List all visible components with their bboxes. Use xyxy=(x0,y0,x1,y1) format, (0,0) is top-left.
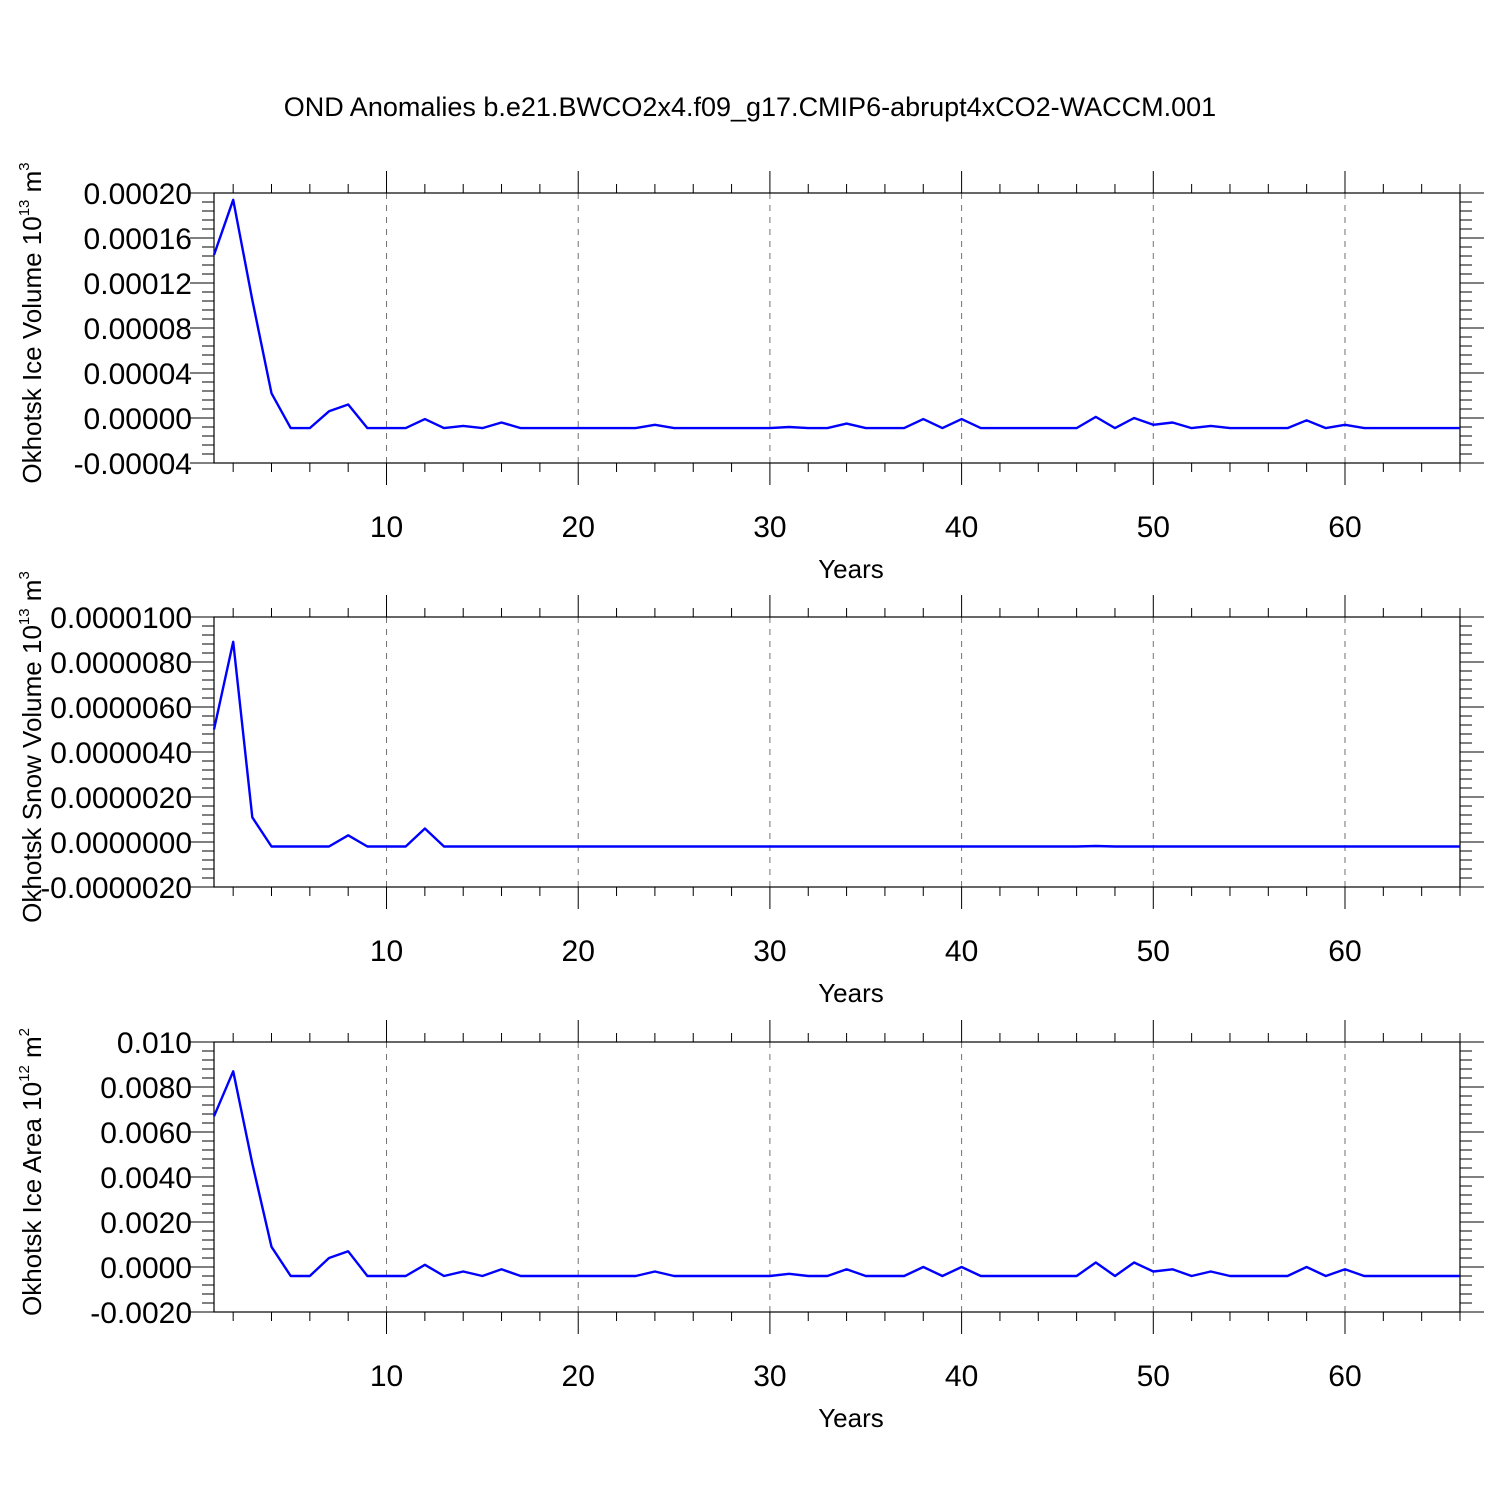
y-axis-label-unit-exponent: 3 xyxy=(16,162,33,170)
y-tick-label: 0.00000 xyxy=(84,403,192,436)
y-axis-label-unit-exponent: 2 xyxy=(16,1028,33,1036)
y-axis-label-unit: m xyxy=(17,171,47,200)
x-tick-label: 20 xyxy=(562,1360,595,1393)
series-line xyxy=(212,640,1460,848)
x-tick-label: 10 xyxy=(370,511,403,544)
series-line xyxy=(212,1070,1460,1278)
y-tick-label: 0.00004 xyxy=(84,358,192,391)
y-axis-label-unit: m xyxy=(17,580,47,609)
x-tick-label: 50 xyxy=(1137,511,1170,544)
y-axis-label-main: Okhotsk Snow Volume 10 xyxy=(17,625,47,923)
y-tick-label: 0.00012 xyxy=(84,268,192,301)
y-tick-label: 0.00008 xyxy=(84,313,192,346)
chart-panel-1: 10 20 30 40 50 60 -0.00004 0.00000 0.00004 0.0000… xyxy=(16,162,1484,584)
y-tick-label: 0.0080 xyxy=(100,1072,192,1105)
x-tick-label: 50 xyxy=(1137,935,1170,968)
chart-panel-2: 10 20 30 40 50 60 -0.0000020 0.0000000 0.0000020… xyxy=(16,571,1484,1008)
y-tick-label: -0.0020 xyxy=(90,1297,192,1330)
y-axis-label: Okhotsk Snow Volume 1013 m3 xyxy=(16,571,47,923)
y-tick-label: 0.0020 xyxy=(100,1207,192,1240)
x-tick-label: 40 xyxy=(945,935,978,968)
y-axis-label-unit: m xyxy=(17,1036,47,1065)
x-tick-label: 60 xyxy=(1328,935,1361,968)
y-axis-label-main: Okhotsk Ice Volume 10 xyxy=(17,216,47,483)
x-tick-label: 60 xyxy=(1328,511,1361,544)
y-axis-label-exponent: 12 xyxy=(16,1065,33,1082)
y-tick-label: 0.00016 xyxy=(84,223,192,256)
y-tick-label: 0.0000 xyxy=(100,1252,192,1285)
y-tick-label: 0.0060 xyxy=(100,1117,192,1150)
plot-frame xyxy=(213,192,1461,464)
x-tick-label: 30 xyxy=(753,511,786,544)
x-tick-label: 50 xyxy=(1137,1360,1170,1393)
y-axis-label-main: Okhotsk Ice Area 10 xyxy=(17,1082,47,1316)
y-tick-label: -0.00004 xyxy=(74,448,192,481)
y-tick-label: 0.0000040 xyxy=(50,737,192,770)
x-tick-label: 30 xyxy=(753,935,786,968)
x-axis-label: Years xyxy=(818,978,884,1008)
y-tick-label: 0.0000080 xyxy=(50,647,192,680)
chart-panels: 10 20 30 40 50 60 -0.00004 0.00000 0.00004 0.0000… xyxy=(16,162,1484,1433)
x-tick-label: 60 xyxy=(1328,1360,1361,1393)
y-tick-label: 0.0000020 xyxy=(50,782,192,815)
y-axis-label-exponent: 13 xyxy=(16,200,33,217)
x-tick-label: 40 xyxy=(945,1360,978,1393)
y-tick-label: 0.0000100 xyxy=(50,602,192,635)
y-axis-label-unit-exponent: 3 xyxy=(16,571,33,579)
plot-frame xyxy=(213,616,1461,888)
y-tick-label: 0.00020 xyxy=(84,178,192,211)
x-tick-label: 10 xyxy=(370,1360,403,1393)
plot-frame xyxy=(213,1041,1461,1313)
x-tick-label: 10 xyxy=(370,935,403,968)
y-tick-label: 0.0000060 xyxy=(50,692,192,725)
y-tick-label: 0.010 xyxy=(117,1027,192,1060)
y-tick-label: -0.0000020 xyxy=(40,872,192,905)
x-tick-label: 20 xyxy=(562,935,595,968)
series-line xyxy=(212,198,1460,430)
y-axis-label: Okhotsk Ice Volume 1013 m3 xyxy=(16,162,47,483)
x-axis-label: Years xyxy=(818,554,884,584)
y-axis-label-exponent: 13 xyxy=(16,608,33,625)
y-tick-label: 0.0040 xyxy=(100,1162,192,1195)
x-tick-label: 20 xyxy=(562,511,595,544)
y-tick-label: 0.0000000 xyxy=(50,827,192,860)
x-tick-label: 30 xyxy=(753,1360,786,1393)
x-axis-label: Years xyxy=(818,1403,884,1433)
chart-panel-3: 10 20 30 40 50 60 -0.0020 0.0000 0.0020 0.0040 0.0… xyxy=(16,1020,1484,1433)
figure-title: OND Anomalies b.e21.BWCO2x4.f09_g17.CMIP… xyxy=(284,92,1216,122)
y-axis-label: Okhotsk Ice Area 1012 m2 xyxy=(16,1028,47,1316)
x-tick-label: 40 xyxy=(945,511,978,544)
